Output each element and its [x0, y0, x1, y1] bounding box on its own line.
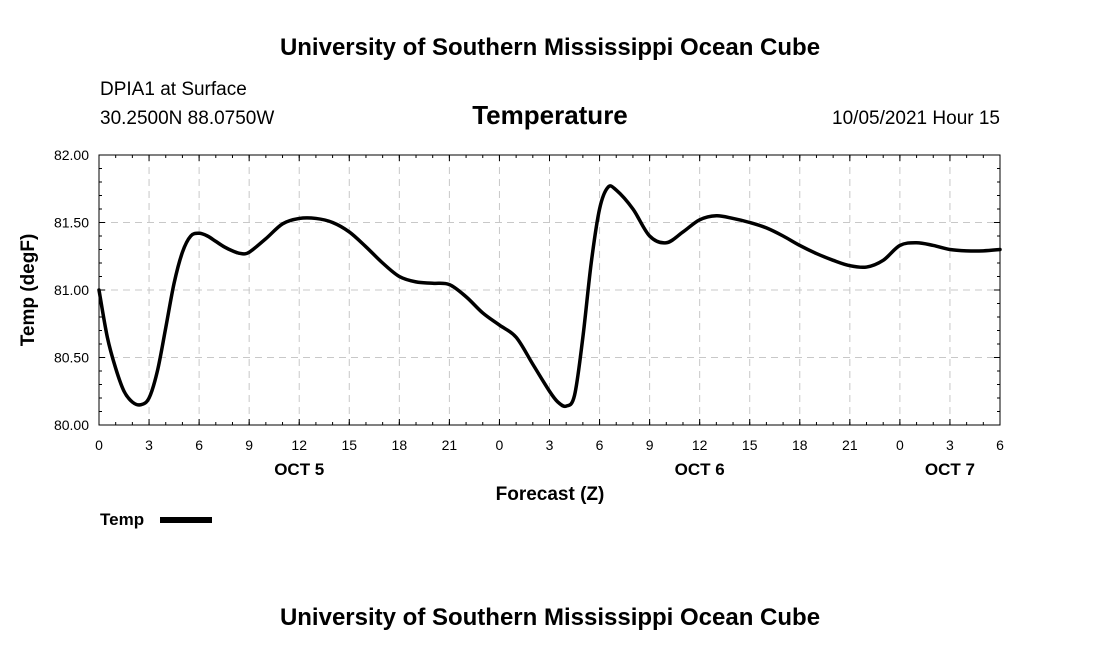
- grid-lines: [99, 155, 1000, 425]
- day-label: OCT 7: [925, 460, 975, 479]
- chart-title: Temperature: [472, 100, 628, 130]
- x-tick-label: 0: [896, 437, 904, 453]
- x-tick-label: 6: [596, 437, 604, 453]
- x-tick-label: 0: [496, 437, 504, 453]
- x-tick-label: 21: [842, 437, 858, 453]
- x-tick-label: 18: [392, 437, 408, 453]
- x-tick-label: 21: [442, 437, 458, 453]
- x-tick-label: 9: [245, 437, 253, 453]
- y-axis-label: Temp (degF): [18, 234, 39, 347]
- x-tick-label: 15: [742, 437, 758, 453]
- x-tick-label: 3: [546, 437, 554, 453]
- x-tick-label: 3: [145, 437, 153, 453]
- x-tick-label: 12: [692, 437, 708, 453]
- y-tick-label: 81.50: [54, 215, 89, 231]
- axis-ticks: [98, 154, 1001, 426]
- x-tick-labels: 0 3 6 9 12 15 18 21 0 3 6 9 12 15 18 21 0 3 6: [95, 437, 1004, 453]
- y-tick-label: 82.00: [54, 147, 89, 163]
- station-label: DPIA1 at Surface: [100, 79, 247, 100]
- x-tick-label: 3: [946, 437, 954, 453]
- x-tick-label: 9: [646, 437, 654, 453]
- legend-label: Temp: [100, 510, 144, 529]
- x-axis-label: Forecast (Z): [496, 484, 605, 505]
- x-tick-label: 0: [95, 437, 103, 453]
- y-tick-label: 80.00: [54, 417, 89, 433]
- y-tick-label: 80.50: [54, 350, 89, 366]
- y-tick-labels: 80.00 80.50 81.00 81.50 82.00: [54, 147, 89, 433]
- x-tick-label: 18: [792, 437, 808, 453]
- x-tick-label: 12: [291, 437, 307, 453]
- coords-label: 30.2500N 88.0750W: [100, 108, 274, 129]
- x-tick-label: 15: [341, 437, 357, 453]
- title-top: University of Southern Mississippi Ocean…: [280, 34, 820, 61]
- day-label: OCT 6: [675, 460, 725, 479]
- y-tick-label: 81.00: [54, 282, 89, 298]
- day-label: OCT 5: [274, 460, 324, 479]
- x-tick-label: 6: [195, 437, 203, 453]
- title-bottom: University of Southern Mississippi Ocean…: [280, 604, 820, 631]
- x-tick-label: 6: [996, 437, 1004, 453]
- day-labels: OCT 5 OCT 6 OCT 7: [274, 460, 975, 479]
- datetime-label: 10/05/2021 Hour 15: [832, 108, 1000, 129]
- temp-series-line: [97, 184, 1002, 409]
